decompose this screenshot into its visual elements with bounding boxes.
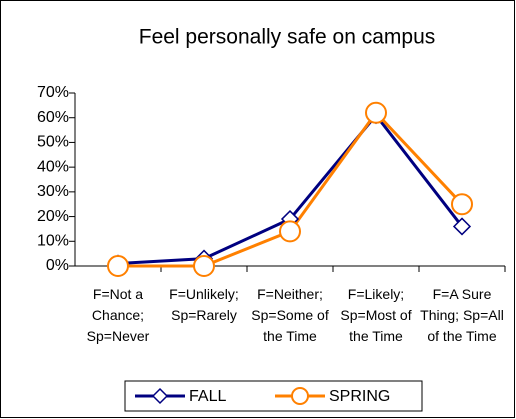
point-marker [452, 217, 472, 236]
legend-label: FALL [189, 388, 226, 405]
chart-title: Feel personally safe on campus [139, 26, 436, 49]
y-tick-label: 30% [37, 183, 69, 200]
x-tick-label: F=Not a Chance; Sp=Never [86, 286, 150, 344]
point-marker [193, 255, 215, 277]
y-tick-label: 20% [37, 208, 69, 225]
legend-marker [291, 387, 309, 405]
x-tick-label: F=Neither; Sp=Some of the Time [251, 286, 329, 344]
y-tick-label: 40% [37, 158, 69, 175]
point-marker [451, 193, 473, 216]
x-tick-label: F=A Sure Thing; Sp=All of the Time [420, 286, 504, 344]
point-marker [107, 255, 129, 277]
y-tick-label: 60% [37, 109, 69, 126]
y-tick-label: 0% [46, 257, 69, 274]
legend-marker [151, 387, 169, 405]
x-tick-label: F=Likely; Sp=Most of the Time [340, 286, 412, 344]
legend-label: SPRING [329, 388, 390, 405]
y-tick-label: 50% [37, 134, 69, 151]
x-tick-label: F=Unlikely; Sp=Rarely [169, 286, 239, 323]
y-tick-label: 10% [37, 233, 69, 250]
point-marker [279, 220, 301, 243]
point-marker [365, 101, 387, 124]
y-tick-label: 70% [37, 84, 69, 101]
